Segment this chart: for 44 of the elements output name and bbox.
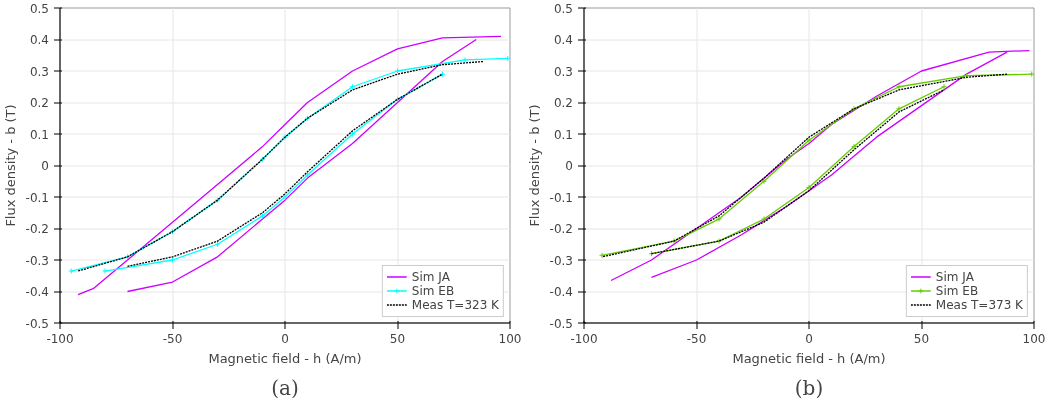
x-tick-label: 50 xyxy=(913,332,930,346)
y-tick-label: -0.3 xyxy=(25,253,50,268)
x-tick-label: 50 xyxy=(389,332,406,346)
y-tick-label: -0.2 xyxy=(549,222,574,236)
y-tick-label: 0.1 xyxy=(553,127,574,142)
legend-label: Meas T=373 K xyxy=(935,298,1023,312)
y-tick-label: -0.2 xyxy=(25,222,50,236)
y-tick-label: 0.5 xyxy=(29,1,50,16)
x-tick-label: 0 xyxy=(281,332,289,346)
text: (b) xyxy=(794,376,824,400)
y-tick-label: -0.3 xyxy=(549,253,574,268)
y-axis-title: Flux density - b (T) xyxy=(2,104,18,227)
x-tick-label: -50 xyxy=(162,332,183,346)
x-tick-label: -100 xyxy=(570,332,598,346)
y-tick-label: 0.2 xyxy=(29,96,50,110)
x-axis-title: Magnetic field - h (A/m) xyxy=(208,351,362,366)
x-axis-title: Magnetic field - h (A/m) xyxy=(732,351,886,366)
y-tick-label: -0.1 xyxy=(25,190,50,205)
x-tick-label: 0 xyxy=(805,332,813,346)
text: (a) xyxy=(271,376,299,400)
x-tick-label: 100 xyxy=(498,332,522,346)
y-tick-label: -0.4 xyxy=(25,285,50,299)
y-tick-label: -0.5 xyxy=(549,316,574,331)
y-axis-title: Flux density - b (T) xyxy=(526,104,542,227)
y-tick-label: -0.1 xyxy=(549,190,574,205)
y-tick-label: 0.3 xyxy=(553,64,574,79)
y-tick-label: 0.1 xyxy=(29,127,50,142)
legend-label: Meas T=323 K xyxy=(411,298,499,312)
legend-label: Sim EB xyxy=(935,284,979,298)
x-tick-label: -100 xyxy=(46,332,74,346)
legend-label: Sim JA xyxy=(411,270,450,284)
y-tick-label: 0.4 xyxy=(29,33,50,47)
y-tick-label: 0.5 xyxy=(553,1,574,16)
y-tick-label: 0.2 xyxy=(553,96,574,110)
y-tick-label: 0 xyxy=(41,159,50,173)
y-tick-label: 0 xyxy=(565,159,574,173)
x-tick-label: 100 xyxy=(1022,332,1046,346)
y-tick-label: 0.3 xyxy=(29,64,50,79)
x-tick-label: -50 xyxy=(686,332,707,346)
y-tick-label: -0.4 xyxy=(549,285,574,299)
y-tick-label: 0.4 xyxy=(553,33,574,47)
legend-label: Sim EB xyxy=(411,284,455,298)
legend-label: Sim JA xyxy=(935,270,974,284)
y-tick-label: -0.5 xyxy=(25,316,50,331)
